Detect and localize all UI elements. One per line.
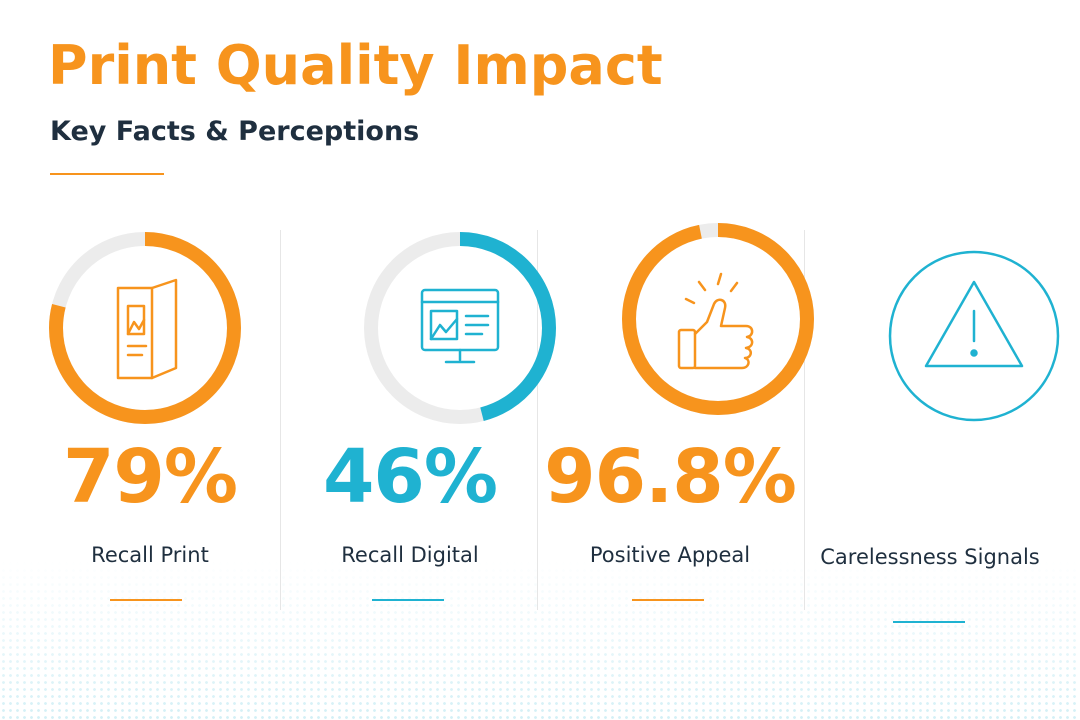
progress-ring (622, 223, 814, 415)
stat-label: Positive Appeal (589, 543, 751, 567)
stat-label: Carelessness Signals (820, 545, 1040, 569)
progress-ring (364, 232, 556, 424)
title-underline (50, 173, 164, 175)
outline-ring (888, 250, 1060, 422)
ring-arc (49, 232, 241, 424)
stat-card-recall-digital: 46% Recall Digital (260, 200, 556, 640)
stat-underline (372, 599, 444, 601)
stat-underline (632, 599, 704, 601)
thumbs-up-icon (677, 272, 754, 370)
page-title: Print Quality Impact (48, 34, 663, 97)
stat-underline (893, 621, 965, 623)
column-divider (280, 230, 281, 610)
stat-card-recall-print: 79% Recall Print (0, 200, 270, 640)
progress-ring (49, 232, 241, 424)
ring-arc (364, 232, 556, 424)
column-divider (804, 230, 805, 610)
page-subtitle: Key Facts & Perceptions (50, 116, 420, 147)
stat-card-positive-appeal: 96.8% Positive Appeal (520, 200, 814, 640)
column-divider (537, 230, 538, 610)
brochure-icon (116, 278, 178, 380)
stat-value: 79% (62, 434, 238, 520)
ring-outline (888, 250, 1060, 422)
monitor-icon (420, 288, 500, 364)
stat-label: Recall Digital (341, 543, 479, 567)
stat-value: 96.8% (544, 434, 797, 520)
dotted-background-wave (0, 560, 1080, 720)
stat-card-carelessness-signals: Carelessness Signals (780, 200, 1060, 640)
stat-underline (110, 599, 182, 601)
warning-icon (924, 280, 1024, 368)
stat-value: 46% (322, 434, 498, 520)
stat-label: Recall Print (91, 543, 209, 567)
ring-arc (622, 223, 814, 415)
